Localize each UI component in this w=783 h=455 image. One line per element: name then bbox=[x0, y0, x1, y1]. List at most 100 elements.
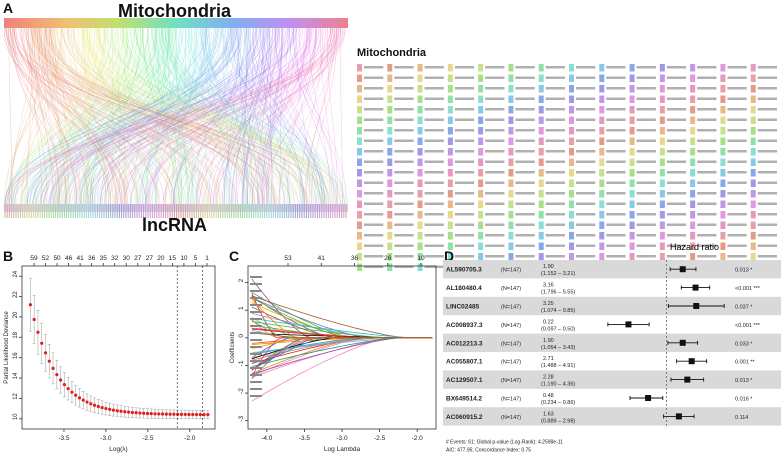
network-edge bbox=[263, 27, 332, 205]
plot-frame bbox=[247, 265, 437, 430]
legend-label-placeholder bbox=[576, 118, 596, 121]
network-edge bbox=[68, 27, 183, 205]
network-edge bbox=[12, 27, 78, 205]
network-edge bbox=[292, 27, 333, 205]
path-label-stub bbox=[250, 325, 262, 327]
legend-swatch bbox=[629, 211, 635, 219]
network-edge bbox=[53, 27, 210, 205]
network-edge bbox=[82, 27, 163, 205]
legend-swatch bbox=[357, 158, 362, 166]
network-edge bbox=[148, 27, 288, 205]
network-edge bbox=[231, 27, 269, 205]
network-edge bbox=[25, 27, 127, 205]
p-value: 0.037 * bbox=[735, 305, 753, 311]
legend-swatch bbox=[508, 169, 514, 177]
legend-swatch bbox=[629, 200, 635, 208]
legend-label-placeholder bbox=[576, 150, 596, 153]
legend-label-placeholder bbox=[545, 108, 565, 111]
network-edge bbox=[122, 27, 247, 205]
network-edge bbox=[81, 27, 199, 205]
legend-swatch bbox=[447, 179, 453, 187]
legend-label-placeholder bbox=[394, 118, 414, 121]
legend-swatch bbox=[417, 263, 423, 271]
network-edge bbox=[36, 27, 224, 205]
legend-label-placeholder bbox=[666, 181, 687, 184]
network-edge bbox=[52, 27, 218, 205]
legend-label-placeholder bbox=[666, 139, 687, 142]
network-edge bbox=[30, 27, 307, 205]
legend-swatch bbox=[387, 221, 393, 229]
network-edge bbox=[223, 27, 251, 205]
legend-label-placeholder bbox=[364, 234, 384, 237]
legend-swatch bbox=[569, 85, 574, 93]
network-edge bbox=[3, 27, 160, 205]
legend-label-placeholder bbox=[757, 160, 777, 163]
legend-swatch bbox=[508, 232, 514, 240]
network-edge bbox=[135, 27, 275, 205]
top-tick-label: 32 bbox=[111, 255, 119, 262]
network-edge bbox=[122, 27, 222, 205]
legend-swatch bbox=[447, 200, 453, 208]
network-edge bbox=[86, 27, 253, 205]
network-edge bbox=[249, 27, 305, 205]
legend-swatch bbox=[478, 95, 484, 103]
legend-label-placeholder bbox=[576, 97, 596, 100]
gene-name: BX649514.2 bbox=[446, 396, 483, 403]
network-edge bbox=[117, 27, 331, 205]
legend-label-placeholder bbox=[636, 255, 656, 258]
network-edge bbox=[151, 27, 321, 205]
legend-swatch bbox=[508, 200, 514, 208]
network-edge bbox=[9, 27, 275, 205]
legend-label-placeholder bbox=[697, 150, 717, 153]
network-edge bbox=[138, 27, 229, 205]
legend-label-placeholder bbox=[606, 76, 626, 79]
legend-label-placeholder bbox=[757, 202, 777, 205]
legend-swatch bbox=[720, 85, 726, 93]
coefficient-path bbox=[251, 317, 433, 339]
legend-swatch bbox=[417, 64, 423, 72]
network-edge bbox=[161, 27, 324, 205]
legend-label-placeholder bbox=[394, 265, 414, 268]
legend-swatch bbox=[447, 242, 453, 250]
network-edge bbox=[146, 27, 303, 205]
hr-point bbox=[693, 303, 700, 309]
legend-swatch bbox=[508, 148, 514, 156]
legend-swatch bbox=[569, 200, 574, 208]
legend-swatch bbox=[417, 169, 423, 177]
network-edge bbox=[30, 27, 308, 205]
legend-label-placeholder bbox=[636, 66, 656, 69]
legend-swatch bbox=[357, 169, 362, 177]
network-edge bbox=[130, 27, 342, 205]
y-tick-label: 22 bbox=[13, 291, 19, 298]
network-edge bbox=[58, 27, 236, 205]
y-tick-label: 18 bbox=[13, 331, 19, 338]
legend-swatch bbox=[387, 158, 393, 166]
legend-label-placeholder bbox=[697, 118, 717, 121]
network-edge bbox=[189, 27, 316, 205]
legend-swatch bbox=[690, 137, 696, 145]
network-edge bbox=[37, 27, 218, 205]
network-edge bbox=[51, 27, 107, 205]
legend-swatch bbox=[659, 106, 665, 114]
legend-swatch bbox=[750, 179, 756, 187]
network-edge bbox=[34, 27, 110, 205]
network-edge bbox=[205, 27, 232, 205]
hazard-ratio: 0.48 bbox=[543, 393, 554, 399]
legend-swatch bbox=[569, 179, 574, 187]
network-edge bbox=[40, 27, 176, 205]
legend-swatch bbox=[478, 211, 484, 219]
p-value: 0.114 bbox=[735, 415, 748, 421]
legend-swatch bbox=[629, 106, 635, 114]
legend-label-placeholder bbox=[757, 255, 777, 258]
network-edge bbox=[154, 27, 293, 205]
legend-swatch bbox=[569, 95, 574, 103]
legend-label-placeholder bbox=[515, 108, 535, 111]
top-tick-label: 52 bbox=[42, 255, 50, 262]
network-edge bbox=[135, 27, 330, 205]
network-edge bbox=[6, 27, 129, 205]
network-edge bbox=[204, 27, 285, 205]
network-edge bbox=[24, 27, 113, 205]
legend-swatch bbox=[599, 200, 605, 208]
top-tick-label: 1 bbox=[205, 255, 209, 262]
legend-label-placeholder bbox=[697, 244, 717, 247]
